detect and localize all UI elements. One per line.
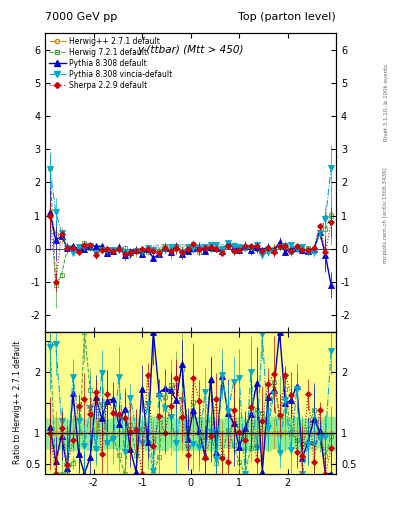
Text: Top (parton level): Top (parton level) [238, 11, 336, 22]
Legend: Herwig++ 2.7.1 default, Herwig 7.2.1 default, Pythia 8.308 default, Pythia 8.308: Herwig++ 2.7.1 default, Herwig 7.2.1 def… [48, 35, 174, 91]
Text: Rivet 3.1.10, ≥ 100k events: Rivet 3.1.10, ≥ 100k events [384, 64, 388, 141]
Text: 7000 GeV pp: 7000 GeV pp [45, 11, 118, 22]
Text: (MC_FBA_TTBAR): (MC_FBA_TTBAR) [152, 244, 229, 252]
Text: y (ttbar) (Mtt > 450): y (ttbar) (Mtt > 450) [138, 45, 244, 55]
Y-axis label: Ratio to Herwig++ 2.7.1 default: Ratio to Herwig++ 2.7.1 default [13, 341, 22, 464]
Text: mcplots.cern.ch [arXiv:1306.3436]: mcplots.cern.ch [arXiv:1306.3436] [384, 167, 388, 263]
